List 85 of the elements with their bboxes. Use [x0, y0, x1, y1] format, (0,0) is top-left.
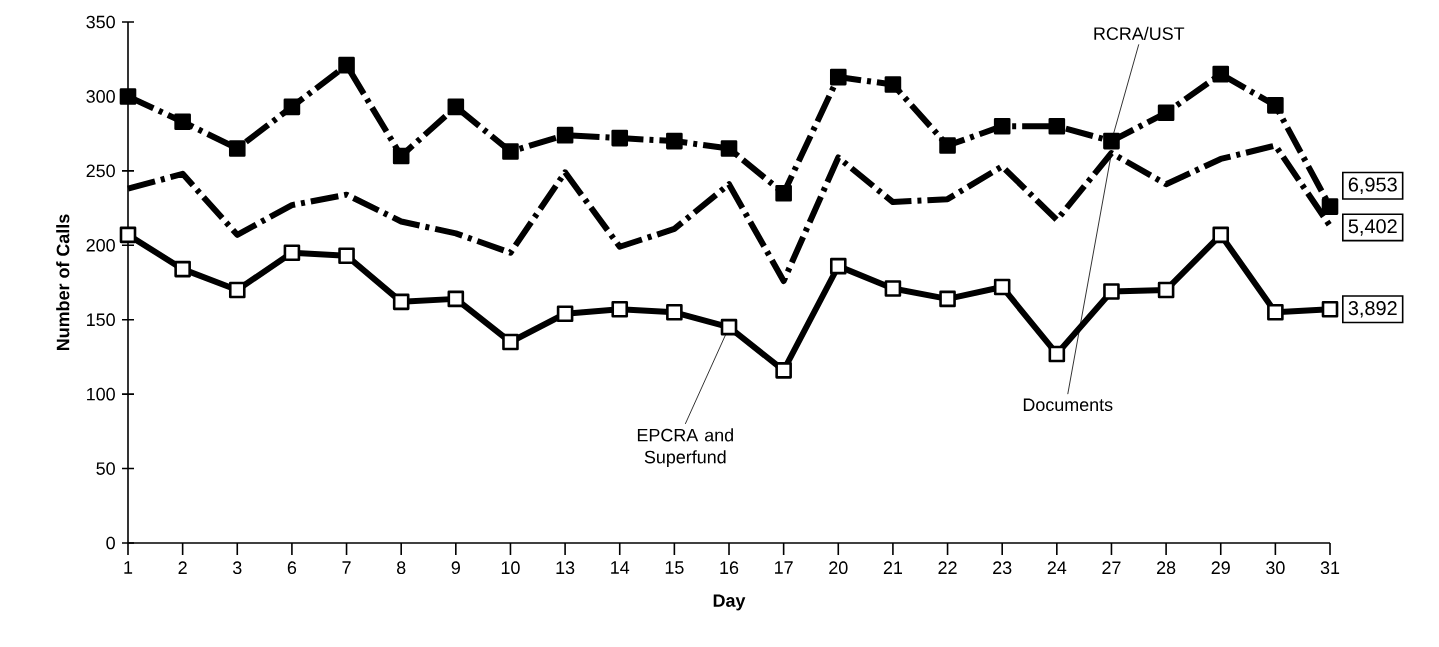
text: RCRA/UST [1094, 26, 1185, 40]
point [1103, 132, 1120, 150]
x-tick-label: 3 [232, 561, 242, 575]
x-tick-label: 14 [611, 561, 630, 574]
x-axis-title: Day [713, 594, 746, 611]
x-tick-label: 9 [451, 561, 460, 575]
point [228, 281, 246, 299]
point [502, 143, 519, 160]
x-tick-label: 17 [775, 561, 793, 574]
point [1267, 303, 1284, 321]
x-tick-label: 10 [501, 561, 520, 575]
point [611, 301, 629, 318]
y-tick-label: 250 [86, 164, 115, 178]
text: EPCRA and Superfund [637, 428, 733, 467]
x-tick-label: 1 [124, 561, 133, 574]
point [556, 126, 574, 144]
x-tick-label: 24 [1047, 561, 1067, 574]
x-tick-label: 7 [342, 561, 351, 574]
y-tick-label: 300 [86, 90, 115, 103]
x-tick-label: 16 [720, 561, 739, 575]
x-tick-label: 15 [665, 561, 684, 574]
point [338, 247, 355, 264]
x-tick-label: 8 [396, 561, 406, 575]
point [939, 137, 956, 154]
text: 3,892 [1348, 301, 1397, 318]
text: Documents [1023, 398, 1113, 412]
x-tick-label: 13 [556, 561, 575, 575]
point [720, 318, 738, 336]
x-tick-label: 30 [1266, 561, 1285, 575]
point [1157, 104, 1175, 122]
point [829, 68, 847, 86]
x-tick-label: 29 [1211, 561, 1230, 575]
y-tick-label: 0 [106, 536, 115, 550]
x-tick-label: 31 [1320, 561, 1340, 575]
point [884, 280, 902, 297]
point [338, 56, 355, 74]
point [228, 140, 246, 157]
point [1048, 345, 1066, 363]
x-tick-label: 20 [829, 561, 848, 575]
y-tick-label: 100 [87, 387, 115, 401]
point [556, 305, 574, 323]
point [1321, 301, 1339, 318]
point [174, 113, 191, 131]
point [1048, 117, 1066, 135]
point [283, 244, 301, 262]
point [1212, 65, 1230, 83]
point [1267, 97, 1284, 114]
point [666, 132, 683, 150]
point [119, 226, 137, 244]
point [666, 303, 683, 321]
x-tick-label: 2 [178, 561, 187, 574]
point [1321, 198, 1339, 215]
point [993, 278, 1011, 296]
point [775, 184, 792, 202]
point [502, 333, 519, 351]
x-tick-label: 23 [993, 561, 1012, 575]
x-tick-label: 27 [1102, 561, 1121, 574]
point [447, 290, 465, 308]
text: 6,953 [1348, 177, 1397, 194]
x-tick-label: 6 [287, 561, 297, 575]
point [775, 362, 792, 379]
point [611, 129, 629, 147]
x-tick-label: 22 [938, 561, 957, 574]
point [884, 76, 902, 93]
x-tick-label: 28 [1157, 561, 1176, 575]
point [283, 98, 301, 116]
y-tick-label: 150 [87, 313, 115, 327]
y-tick-label: 50 [96, 462, 115, 475]
point [1212, 226, 1230, 244]
point [829, 257, 847, 275]
y-tick-label: 200 [86, 238, 115, 252]
point [392, 293, 410, 311]
point [1157, 281, 1175, 299]
y-tick-label: 350 [86, 15, 115, 29]
point [392, 147, 410, 165]
point [174, 260, 191, 278]
text: 5,402 [1348, 219, 1397, 236]
point [939, 290, 956, 308]
point [1103, 283, 1120, 300]
point [447, 98, 465, 116]
y-axis-title: Number of Calls [56, 214, 70, 351]
x-tick-label: 21 [883, 561, 903, 574]
point [993, 117, 1011, 135]
point [720, 140, 738, 157]
point [119, 88, 137, 105]
